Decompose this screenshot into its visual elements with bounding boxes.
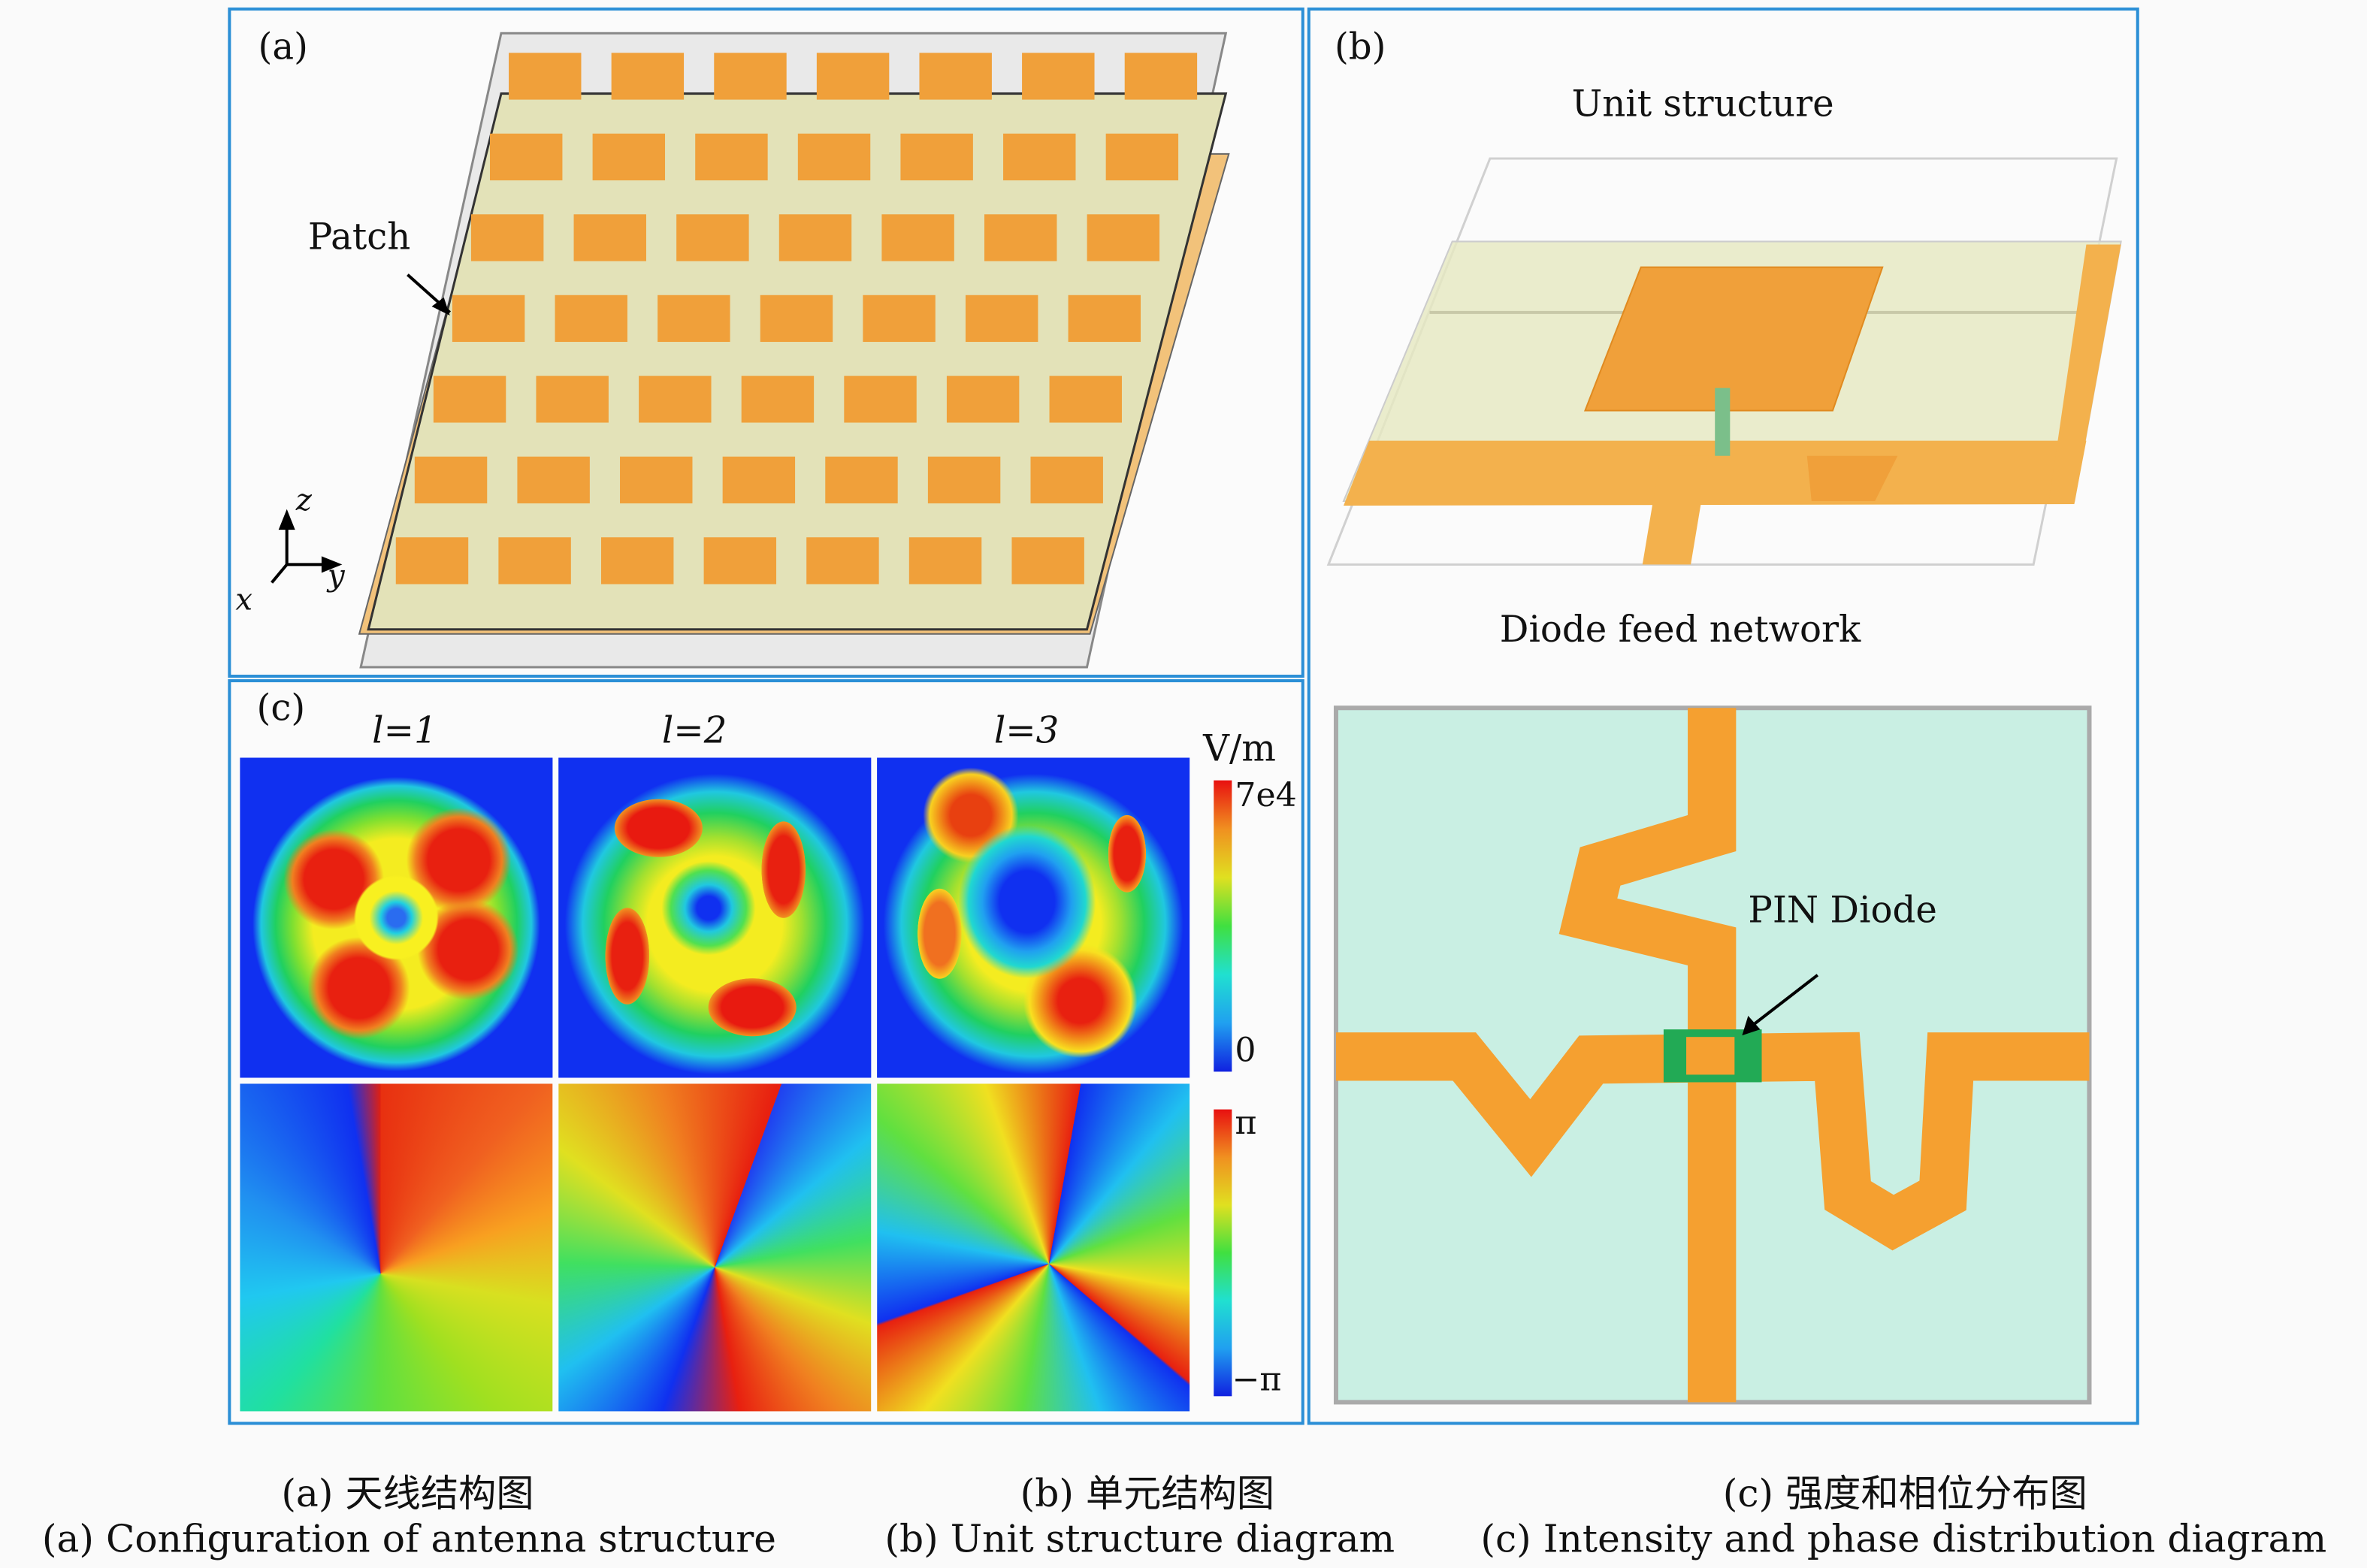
patch: [760, 295, 833, 343]
patch: [1049, 376, 1122, 423]
patch-label: Patch: [307, 216, 411, 258]
feed-lines: [1335, 708, 2090, 1403]
panel-b: Unit structure Diode feed network (b) PI…: [1307, 8, 2139, 1425]
patch: [908, 537, 982, 585]
patch: [881, 214, 954, 261]
patch: [509, 53, 582, 100]
phase-map-l2: [558, 1083, 872, 1412]
patch: [714, 53, 787, 100]
patch: [489, 133, 563, 181]
patch: [844, 376, 917, 423]
column-label-l1: l=1: [372, 709, 437, 752]
unit-structure-title: Unit structure: [1571, 83, 1834, 125]
patch: [816, 53, 890, 100]
panel-c-label: (c): [256, 687, 306, 730]
caption-b-cn: (b) 单元结构图: [1020, 1471, 1275, 1516]
patch: [778, 214, 852, 261]
axis-z-label: z: [295, 481, 312, 518]
patch: [470, 214, 544, 261]
patch: [1011, 537, 1084, 585]
intensity-max: 7e4: [1235, 777, 1297, 815]
patch: [620, 456, 693, 504]
patch: [452, 295, 525, 343]
patch: [825, 456, 898, 504]
caption-c-cn: (c) 强度和相位分布图: [1722, 1471, 2087, 1516]
patch: [658, 295, 730, 343]
unit-patch: [1583, 266, 1884, 412]
feed-network-title: Diode feed network: [1499, 608, 1861, 651]
pin-diode-label: PIN Diode: [1748, 889, 1937, 932]
patch-array: [395, 53, 1198, 585]
patch: [555, 295, 627, 343]
patch: [592, 133, 666, 181]
patch: [639, 376, 712, 423]
axis-triad: [271, 509, 343, 584]
patch: [1124, 53, 1198, 100]
patch: [1068, 295, 1141, 343]
intensity-map-l1: [240, 757, 553, 1078]
patch: [863, 295, 936, 343]
intensity-colorbar: [1214, 780, 1232, 1072]
axis-x-label: x: [235, 581, 253, 618]
phase-map-l3: [877, 1083, 1190, 1412]
phase-max: π: [1235, 1104, 1257, 1143]
patch: [433, 376, 506, 423]
patch: [1087, 214, 1160, 261]
patch: [1022, 53, 1095, 100]
patch: [1105, 133, 1179, 181]
patch: [722, 456, 796, 504]
patch: [573, 214, 646, 261]
panel-b-label: (b): [1334, 26, 1386, 68]
phase-min: −π: [1232, 1361, 1282, 1400]
patch: [900, 133, 973, 181]
column-label-l2: l=2: [661, 709, 727, 752]
intensity-unit: V/m: [1203, 727, 1276, 770]
patch: [498, 537, 571, 585]
unit-structure-drawing: [1326, 157, 2122, 1405]
patch: [695, 133, 768, 181]
intensity-map-l3: [877, 757, 1190, 1078]
caption-a-en: (a) Configuration of antenna structure: [41, 1517, 777, 1561]
caption-c-en: (c) Intensity and phase distribution dia…: [1480, 1517, 2327, 1561]
patch: [1003, 133, 1076, 181]
patch: [927, 456, 1001, 504]
patch: [703, 537, 777, 585]
phase-map-l1: [240, 1083, 553, 1412]
patch: [395, 537, 469, 585]
intensity-min: 0: [1235, 1032, 1256, 1071]
phase-colorbar: [1214, 1109, 1232, 1397]
feed-layer: [1344, 440, 2087, 506]
caption-b-en: (b) Unit structure diagram: [884, 1517, 1395, 1561]
patch: [676, 214, 749, 261]
patch: [536, 376, 609, 423]
patch: [1030, 456, 1103, 504]
patch: [919, 53, 992, 100]
patch: [797, 133, 871, 181]
axis-y-label: y: [327, 557, 345, 594]
patch: [600, 537, 674, 585]
panel-a-label: (a): [258, 26, 308, 68]
panel-a: (a) Patch z y x: [228, 8, 1304, 678]
patch: [414, 456, 488, 504]
patch: [946, 376, 1020, 423]
antenna-structure-drawing: [271, 32, 1230, 669]
intensity-map-l2: [558, 757, 872, 1078]
patch: [517, 456, 590, 504]
patch: [965, 295, 1038, 343]
diode-arrow: [1750, 974, 1819, 1028]
caption-a-cn: (a) 天线结构图: [281, 1471, 534, 1516]
patch: [741, 376, 815, 423]
patch: [611, 53, 685, 100]
column-label-l3: l=3: [993, 709, 1060, 752]
patch: [984, 214, 1057, 261]
patch: [806, 537, 879, 585]
